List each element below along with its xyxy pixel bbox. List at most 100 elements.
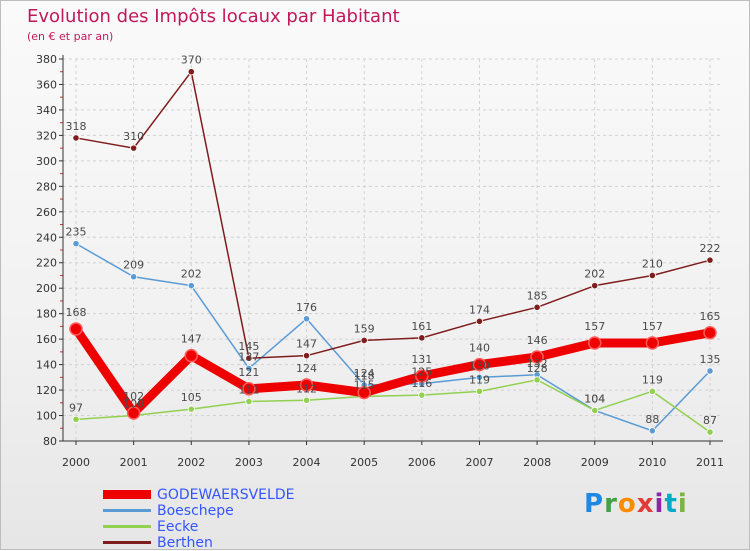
data-label-godewaersvelde-2004: 124 (296, 362, 317, 375)
data-label-eecke-2009: 104 (584, 392, 605, 405)
y-tick-label: 100 (36, 410, 57, 423)
logo-letter: P (584, 489, 605, 519)
data-point-godewaersvelde-2005 (357, 385, 371, 400)
data-label-godewaersvelde-2009: 157 (584, 320, 605, 333)
series-line-eecke (75, 379, 711, 433)
data-label-berthen-2003: 145 (238, 340, 259, 353)
y-tick-label: 180 (36, 308, 57, 321)
data-label-eecke-2002: 105 (181, 391, 202, 404)
data-point-berthen-2008 (533, 303, 541, 311)
data-label-berthen-2011: 222 (700, 242, 721, 255)
legend-swatch (103, 525, 151, 528)
data-point-eecke-2007 (475, 387, 484, 395)
data-point-eecke-2003 (245, 397, 253, 406)
data-label-boeschepe-2000: 235 (66, 226, 87, 239)
data-label-boeschepe-2006: 125 (411, 366, 432, 379)
y-tick-label: 280 (36, 180, 57, 193)
legend-item-berthen: Berthen (103, 535, 333, 551)
data-label-godewaersvelde-2006: 131 (411, 353, 432, 366)
x-tick-label: 2007 (465, 456, 493, 469)
logo-letter: r (604, 489, 618, 519)
data-point-berthen-2010 (648, 271, 656, 280)
data-label-eecke-2007: 119 (469, 373, 490, 386)
data-point-berthen-2001 (130, 144, 138, 152)
data-point-godewaersvelde-2000 (69, 322, 83, 336)
series-line-boeschepe (75, 242, 711, 432)
data-point-godewaersvelde-2001 (126, 406, 141, 420)
axes: 80 100 120 140 160 180 200 220 240 260 280 300 320 34… (36, 53, 724, 469)
y-tick-label: 220 (36, 257, 57, 270)
data-label-boeschepe-2005: 124 (354, 367, 375, 380)
data-label-eecke-2011: 87 (703, 414, 717, 427)
y-tick-label: 320 (36, 129, 57, 142)
data-point-berthen-2002 (187, 68, 195, 76)
data-point-berthen-2006 (418, 334, 426, 342)
data-point-berthen-2000 (72, 134, 80, 142)
x-tick-label: 2006 (408, 456, 436, 469)
data-point-berthen-2009 (591, 282, 599, 290)
data-label-boeschepe-2008: 132 (527, 357, 548, 370)
x-tick-label: 2009 (581, 456, 609, 469)
data-label-boeschepe-2001: 209 (123, 259, 144, 272)
data-label-godewaersvelde-2000: 168 (66, 306, 87, 319)
y-tick-label: 160 (36, 333, 57, 346)
x-tick-label: 2003 (235, 456, 263, 469)
x-tick-label: 2000 (62, 456, 90, 469)
data-point-boeschepe-2003 (245, 364, 253, 373)
data-point-godewaersvelde-2009 (587, 336, 602, 350)
y-tick-label: 380 (36, 53, 57, 66)
logo-letter: t (664, 489, 678, 519)
data-label-godewaersvelde-2005: 118 (354, 370, 375, 383)
y-tick-label: 140 (36, 359, 57, 372)
y-tick-label: 80 (43, 435, 57, 448)
data-label-boeschepe-2011: 135 (700, 353, 721, 366)
data-point-boeschepe-2007 (475, 373, 484, 381)
series-line-godewaersvelde (71, 324, 715, 418)
data-label-berthen-2000: 318 (66, 120, 87, 133)
logo-letter: i (677, 489, 688, 519)
data-point-godewaersvelde-2011 (703, 326, 717, 340)
y-tick-label: 120 (36, 384, 57, 397)
data-label-godewaersvelde-2007: 140 (469, 342, 490, 355)
data-label-boeschepe-2004: 176 (296, 301, 317, 314)
data-point-boeschepe-2010 (648, 427, 656, 435)
x-tick-label: 2004 (293, 456, 321, 469)
logo-letter: o (617, 489, 637, 519)
y-tick-label: 360 (36, 78, 57, 91)
x-tick-label: 2005 (350, 456, 378, 469)
legend: GODEWAERSVELDE Boeschepe Eecke Berthen (103, 487, 333, 551)
data-label-godewaersvelde-2002: 147 (181, 333, 202, 346)
logo-letter: i (654, 489, 665, 519)
data-point-eecke-2004 (302, 396, 311, 404)
data-label-godewaersvelde-2003: 121 (238, 366, 259, 379)
data-label-berthen-2002: 370 (181, 54, 202, 67)
proxiti-logo: Proxiti (584, 489, 688, 519)
data-label-berthen-2006: 161 (411, 320, 432, 333)
x-tick-label: 2010 (638, 456, 666, 469)
data-point-eecke-2000 (72, 415, 80, 423)
data-point-eecke-2008 (533, 376, 541, 384)
legend-label: GODEWAERSVELDE (157, 487, 295, 503)
data-label-berthen-2009: 202 (584, 268, 605, 281)
chart-title: Evolution des Impôts locaux par Habitant (27, 6, 400, 27)
data-label-boeschepe-2002: 202 (181, 268, 202, 281)
data-label-berthen-2001: 310 (123, 130, 144, 143)
legend-swatch (103, 490, 151, 499)
data-label-berthen-2008: 185 (527, 289, 548, 302)
legend-swatch (103, 541, 151, 544)
data-label-godewaersvelde-2011: 165 (700, 310, 721, 323)
data-point-eecke-2009 (591, 406, 599, 415)
data-label-eecke-2003: 111 (238, 384, 259, 397)
data-label-godewaersvelde-2010: 157 (642, 320, 663, 333)
y-tick-label: 240 (36, 231, 57, 244)
data-label-boeschepe-2009: 104 (584, 392, 605, 405)
data-point-godewaersvelde-2002 (184, 348, 199, 363)
data-point-godewaersvelde-2007 (472, 357, 487, 372)
data-label-boeschepe-2003: 137 (238, 350, 259, 363)
data-point-boeschepe-2011 (706, 367, 714, 375)
legend-item-eecke: Eecke (103, 519, 333, 535)
y-tick-label: 340 (36, 104, 57, 117)
data-point-berthen-2007 (475, 317, 484, 325)
legend-item-godewaersvelde: GODEWAERSVELDE (103, 487, 333, 503)
